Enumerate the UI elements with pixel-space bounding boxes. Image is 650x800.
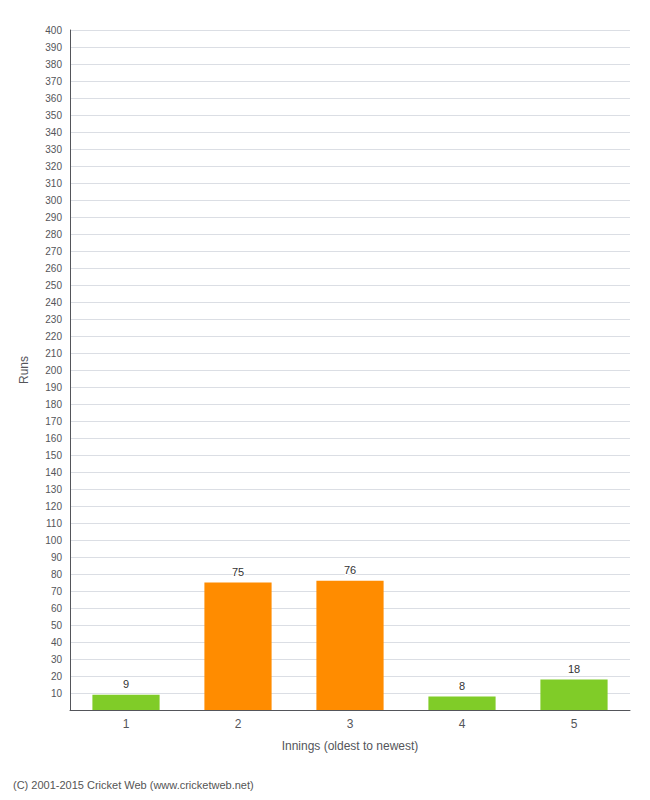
svg-text:180: 180 <box>45 399 62 410</box>
svg-text:4: 4 <box>459 717 466 731</box>
svg-text:370: 370 <box>45 76 62 87</box>
svg-text:350: 350 <box>45 110 62 121</box>
svg-text:50: 50 <box>51 620 63 631</box>
svg-text:300: 300 <box>45 195 62 206</box>
svg-text:330: 330 <box>45 144 62 155</box>
svg-text:380: 380 <box>45 59 62 70</box>
svg-text:310: 310 <box>45 178 62 189</box>
svg-text:70: 70 <box>51 586 63 597</box>
svg-text:190: 190 <box>45 382 62 393</box>
svg-text:9: 9 <box>123 678 129 690</box>
svg-text:90: 90 <box>51 552 63 563</box>
svg-text:8: 8 <box>459 680 465 692</box>
svg-text:10: 10 <box>51 688 63 699</box>
svg-text:260: 260 <box>45 263 62 274</box>
svg-text:2: 2 <box>235 717 242 731</box>
svg-text:140: 140 <box>45 467 62 478</box>
svg-text:250: 250 <box>45 280 62 291</box>
svg-text:130: 130 <box>45 484 62 495</box>
svg-text:170: 170 <box>45 416 62 427</box>
svg-text:18: 18 <box>568 663 580 675</box>
svg-text:270: 270 <box>45 246 62 257</box>
svg-text:60: 60 <box>51 603 63 614</box>
svg-text:5: 5 <box>571 717 578 731</box>
svg-text:30: 30 <box>51 654 63 665</box>
svg-text:220: 220 <box>45 331 62 342</box>
svg-text:75: 75 <box>232 566 244 578</box>
svg-text:160: 160 <box>45 433 62 444</box>
svg-text:320: 320 <box>45 161 62 172</box>
svg-text:230: 230 <box>45 314 62 325</box>
svg-text:400: 400 <box>45 25 62 36</box>
svg-text:100: 100 <box>45 535 62 546</box>
svg-text:280: 280 <box>45 229 62 240</box>
svg-text:390: 390 <box>45 42 62 53</box>
svg-text:1: 1 <box>123 717 130 731</box>
svg-text:150: 150 <box>45 450 62 461</box>
svg-text:120: 120 <box>45 501 62 512</box>
svg-text:360: 360 <box>45 93 62 104</box>
svg-text:80: 80 <box>51 569 63 580</box>
svg-text:340: 340 <box>45 127 62 138</box>
svg-text:240: 240 <box>45 297 62 308</box>
svg-text:110: 110 <box>46 518 62 529</box>
svg-text:3: 3 <box>347 717 354 731</box>
svg-text:40: 40 <box>51 637 63 648</box>
svg-text:20: 20 <box>51 671 63 682</box>
svg-text:210: 210 <box>45 348 62 359</box>
svg-text:76: 76 <box>344 564 356 576</box>
svg-text:290: 290 <box>45 212 62 223</box>
svg-text:Runs: Runs <box>17 356 31 384</box>
svg-text:Innings (oldest to newest): Innings (oldest to newest) <box>282 739 419 753</box>
svg-text:(C) 2001-2015 Cricket Web (www: (C) 2001-2015 Cricket Web (www.cricketwe… <box>13 779 254 791</box>
svg-text:200: 200 <box>45 365 62 376</box>
